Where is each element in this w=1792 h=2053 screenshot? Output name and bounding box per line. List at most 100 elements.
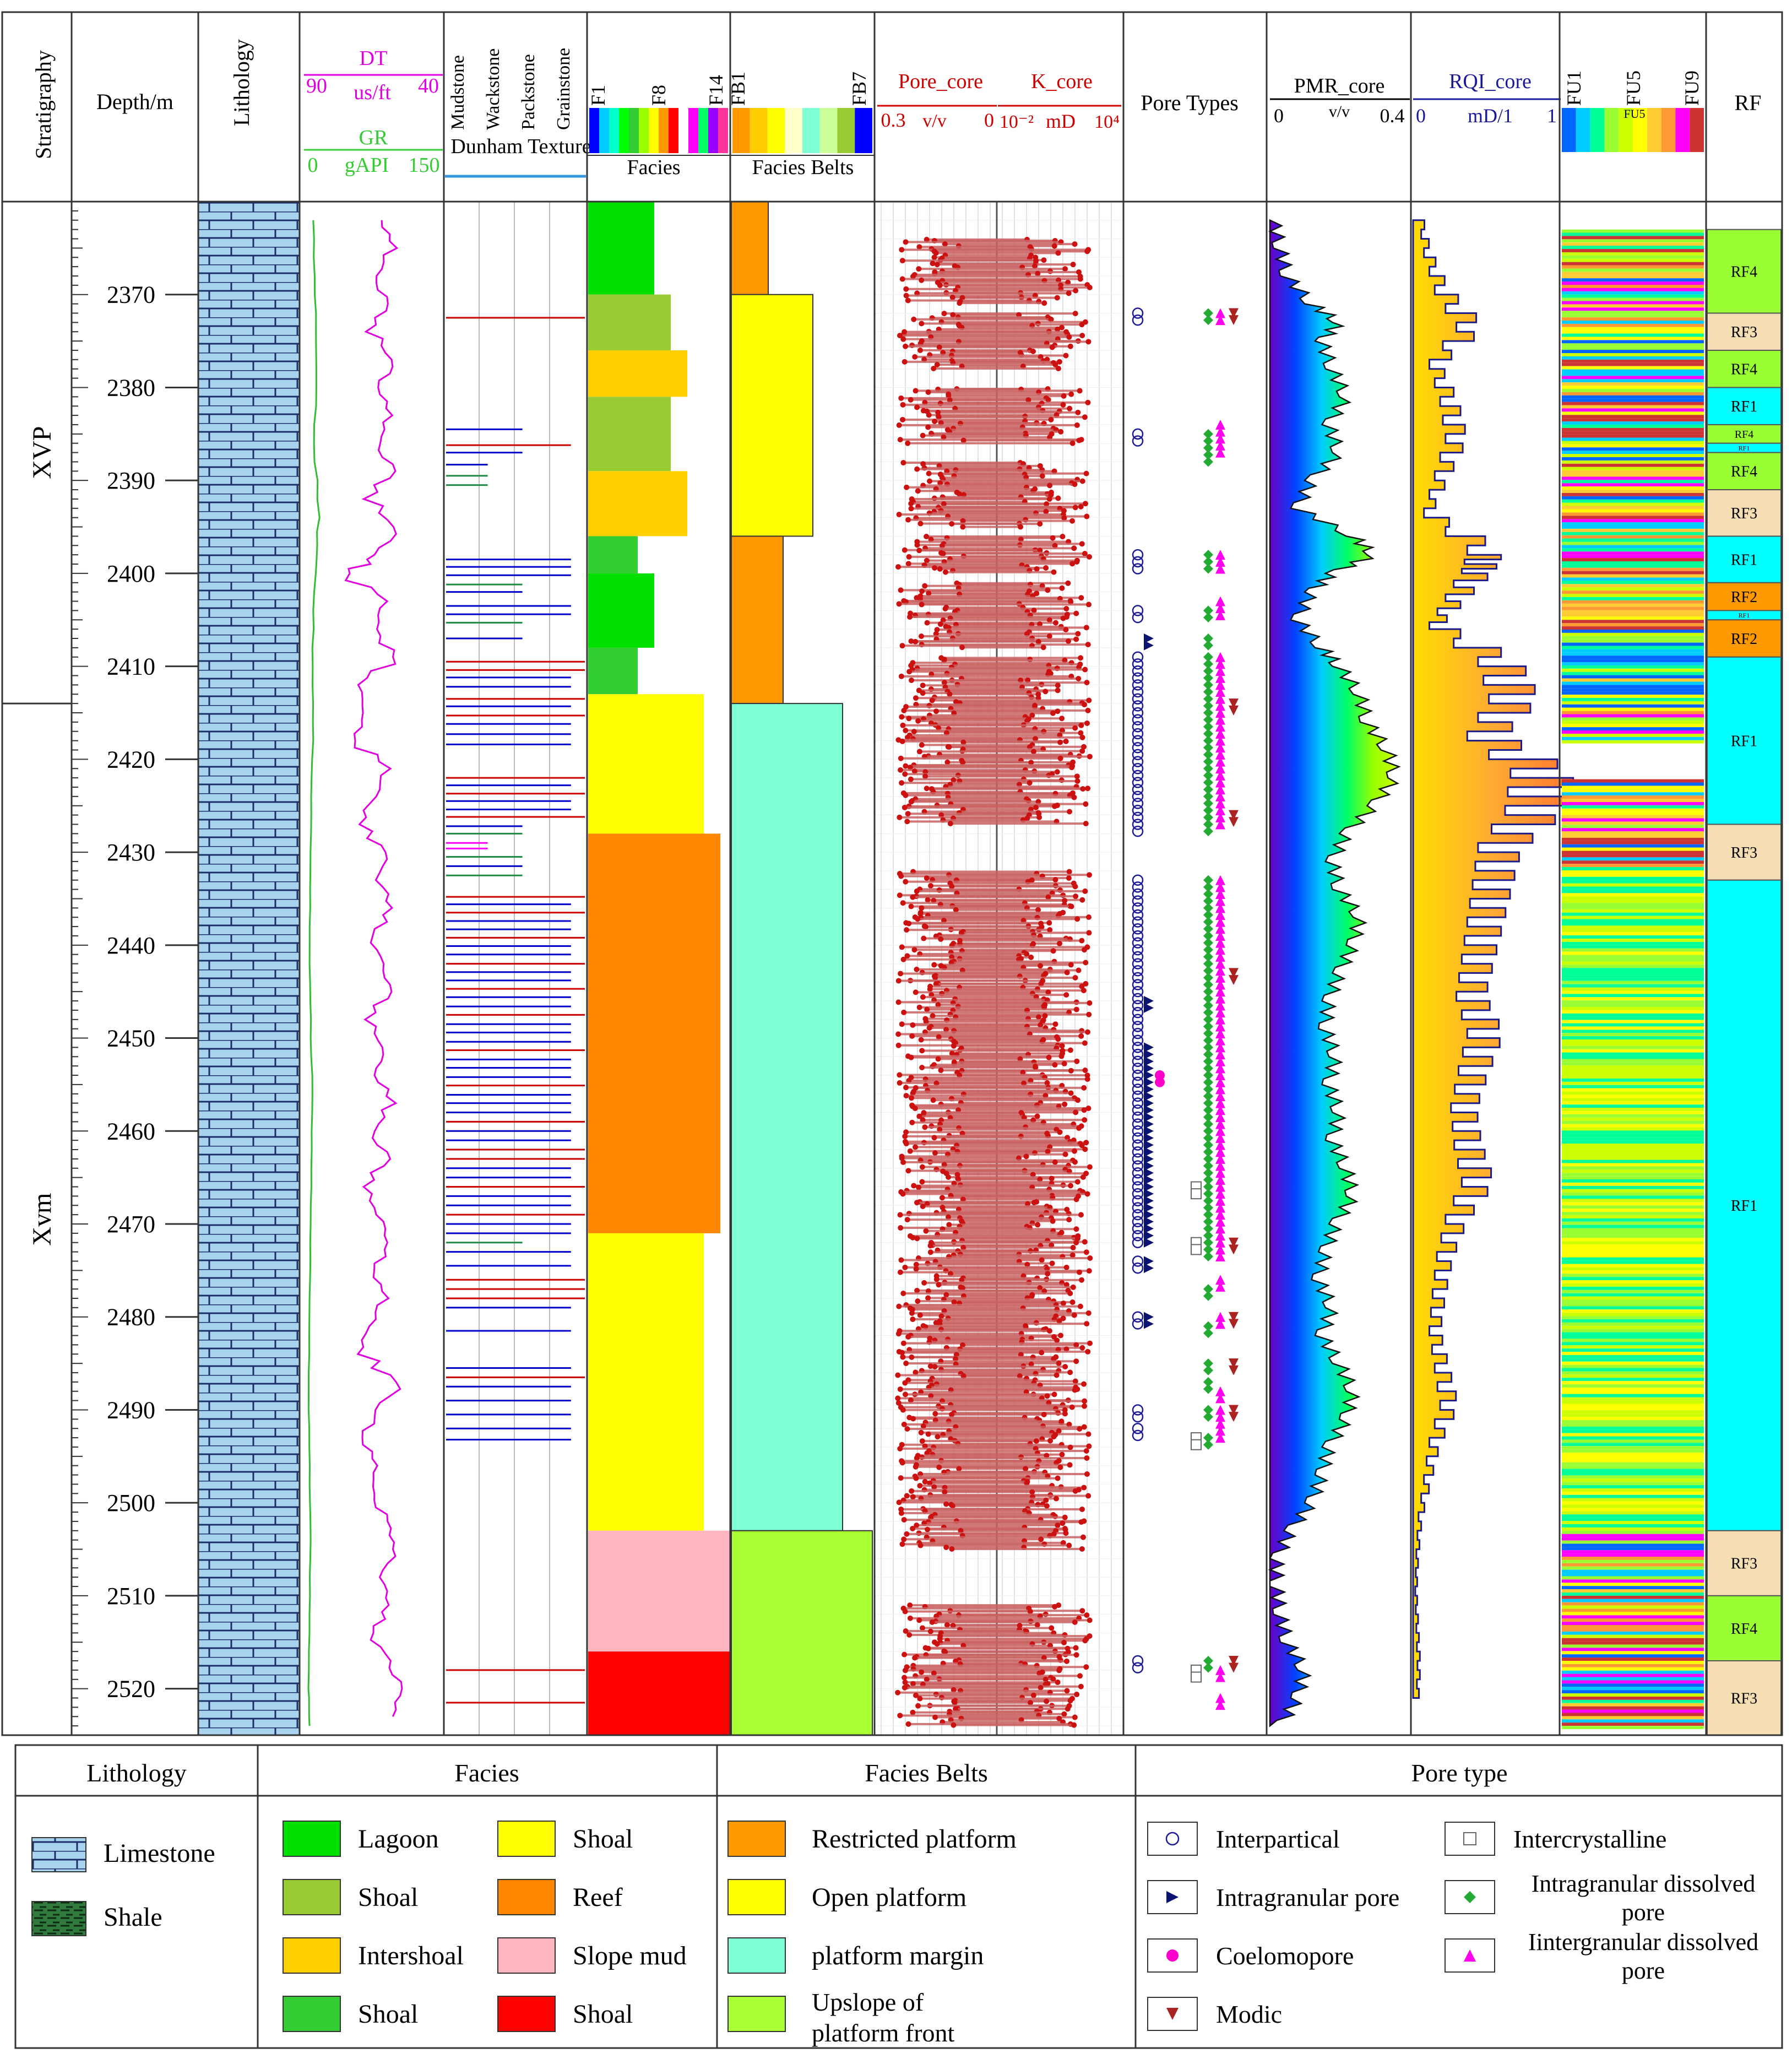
symbol-interpartical [1132, 1055, 1144, 1067]
symbol-interpartical [1132, 895, 1144, 907]
core-permeability-point [1074, 773, 1080, 779]
symbol-intergranular-dissolved [1215, 1216, 1225, 1227]
core-porosity-point [904, 927, 910, 933]
core-porosity-point [943, 1545, 949, 1551]
fu-stripe [1562, 1016, 1704, 1020]
symbol-interpartical [1132, 1090, 1144, 1102]
symbol-interpartical [1132, 1006, 1144, 1019]
symbol-intergranular-dissolved [1215, 1412, 1225, 1422]
fu-stripe [1562, 1628, 1704, 1632]
fu-stripe [1562, 1455, 1704, 1459]
rf-zone [1707, 312, 1782, 351]
symbol-intergranular-dissolved [1215, 440, 1225, 451]
core-porosity-point [895, 564, 902, 570]
symbol-intragranular-dissolved [1203, 1216, 1213, 1227]
symbol-intragranular-dissolved [1203, 1084, 1213, 1095]
core-porosity-point [934, 361, 940, 367]
core-permeability-point [1038, 1536, 1044, 1542]
core-porosity-point [957, 300, 963, 306]
core-porosity-point [951, 1043, 957, 1049]
dt-unit: us/ft [354, 81, 391, 104]
symbol-interpartical [1132, 1422, 1144, 1434]
fu-stripe [1562, 356, 1704, 360]
fu-stripe [1562, 880, 1704, 884]
core-permeability-point [1078, 503, 1084, 510]
fu-stripe [1562, 1524, 1704, 1527]
core-porosity-point [938, 1067, 944, 1073]
fu-stripe [1562, 597, 1704, 600]
symbol-intragranular-dissolved [1464, 1891, 1476, 1903]
core-porosity-point [920, 1423, 926, 1429]
core-permeability-point [1060, 402, 1066, 408]
core-permeability-point [1053, 1496, 1059, 1502]
fu-stripe [1562, 811, 1704, 815]
core-permeability-point [1045, 587, 1051, 593]
fu-stripe [1562, 1494, 1704, 1498]
core-permeability-point [1082, 1146, 1088, 1152]
fu-stripe [1562, 388, 1704, 392]
core-permeability-point [1087, 754, 1093, 760]
core-permeability-point [1055, 365, 1061, 371]
core-permeability-point [1042, 689, 1049, 695]
symbol-interpartical [1132, 672, 1144, 684]
fu-stripe [1562, 437, 1704, 441]
fu-stripe [1562, 1114, 1704, 1118]
fu-stripe [1562, 912, 1704, 916]
fu-stripe [1562, 1475, 1704, 1479]
core-permeability-point [1055, 682, 1061, 689]
fu-stripe [1562, 665, 1704, 669]
symbol-intergranular-dissolved [1215, 938, 1225, 948]
core-porosity-point [930, 261, 936, 267]
symbol-intragranular-dissolved [1203, 1168, 1213, 1178]
core-permeability-point [1035, 1222, 1041, 1228]
symbol-interpartical [1132, 1084, 1144, 1095]
fu-stripe [1562, 649, 1704, 653]
rf-zone-label: RF4 [1731, 263, 1757, 280]
core-porosity-point [900, 1191, 906, 1197]
core-porosity-point [907, 1148, 913, 1154]
core-porosity-point [913, 1692, 919, 1698]
depth-tick-label: 2470 [107, 1211, 155, 1238]
fu-stripe [1562, 265, 1704, 269]
fu-stripe [1562, 1404, 1704, 1407]
fu-stripe [1562, 779, 1704, 783]
core-porosity-point [907, 1615, 913, 1621]
fu-stripe [1562, 668, 1704, 672]
fu-stripe [1562, 1699, 1704, 1703]
symbol-intragranular-dissolved [1203, 1328, 1213, 1339]
core-permeability-point [1046, 496, 1052, 502]
symbol-interpartical [1132, 1255, 1144, 1267]
fu-stripe [1562, 1696, 1704, 1700]
core-porosity-point [926, 591, 932, 597]
fu-stripe [1562, 1072, 1704, 1076]
core-porosity-point [903, 1085, 909, 1091]
symbol-intergranular-dissolved [1215, 708, 1225, 718]
core-porosity-point [916, 749, 922, 755]
fu-stripe [1562, 691, 1704, 695]
core-permeability-point [1059, 1043, 1065, 1049]
fu-header-swatch [1576, 108, 1590, 152]
core-porosity-point [910, 894, 916, 900]
fu-stripe [1562, 526, 1704, 529]
core-permeability-point [1034, 1113, 1040, 1119]
core-porosity-point [936, 725, 942, 731]
fu-stripe [1562, 961, 1704, 965]
core-porosity-point [919, 277, 925, 283]
fu-stripe [1562, 476, 1704, 480]
symbol-interpartical [1132, 1262, 1144, 1274]
fu-stripe [1562, 948, 1704, 952]
symbol-interpartical [1132, 1097, 1144, 1109]
core-permeability-point [1076, 675, 1082, 681]
fu-stripe [1562, 1130, 1704, 1134]
fu-stripe [1562, 1241, 1704, 1245]
fu-stripe [1562, 1644, 1704, 1648]
symbol-modic [1229, 817, 1239, 827]
symbol-intragranular-dissolved [1203, 1147, 1213, 1157]
core-porosity-point [927, 1628, 933, 1634]
symbol-interpartical [1132, 1021, 1144, 1032]
core-permeability-point [1076, 269, 1082, 275]
core-porosity-point [917, 347, 923, 353]
symbol-intragranular-dissolved [1203, 812, 1213, 822]
core-permeability-point [1029, 1293, 1035, 1299]
